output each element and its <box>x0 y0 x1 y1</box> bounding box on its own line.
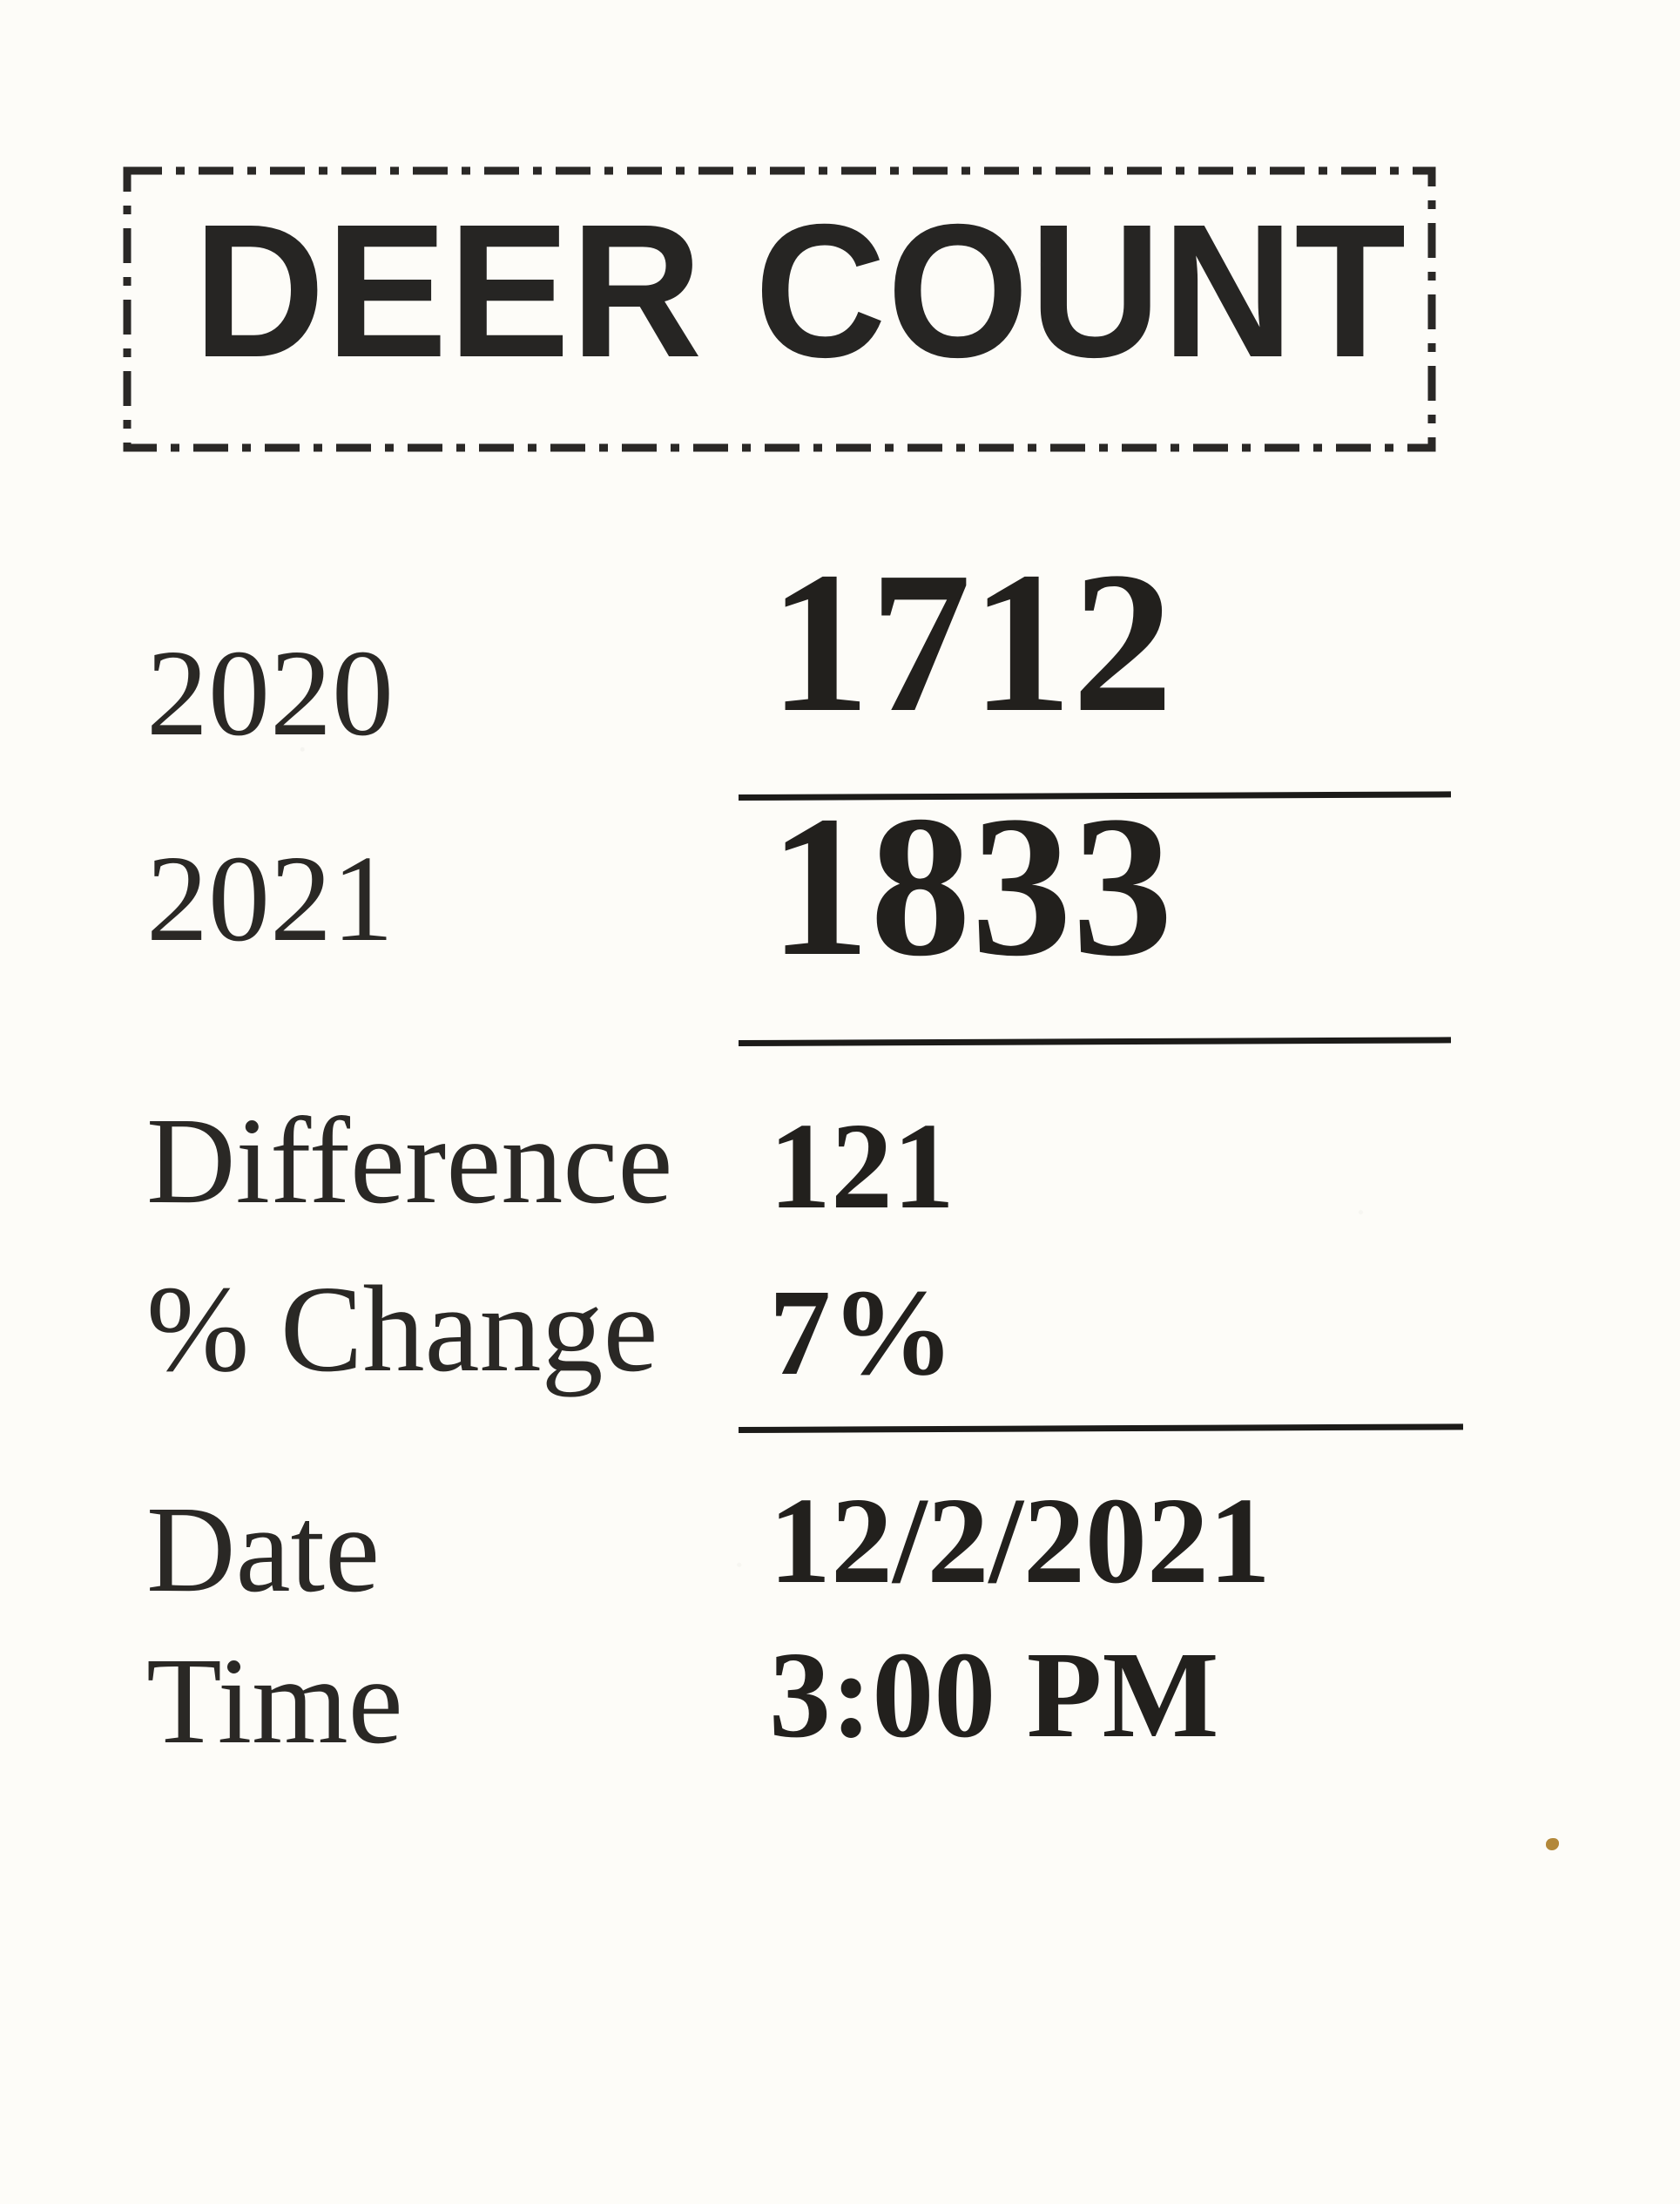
scan-speck <box>1546 1838 1559 1850</box>
year-2021-count: 1833 <box>769 774 1173 998</box>
pct-change-label: % Change <box>146 1260 658 1397</box>
date-label: Date <box>146 1480 381 1618</box>
underline-pct-change <box>738 1423 1464 1433</box>
pct-change-value: 7% <box>769 1263 955 1401</box>
difference-label: Difference <box>146 1092 673 1229</box>
title-box: DEER COUNT <box>122 166 1437 453</box>
dash-dot-border <box>123 166 1436 452</box>
date-value: 12/2/2021 <box>769 1471 1271 1609</box>
year-2021-label: 2021 <box>146 829 394 967</box>
difference-value: 121 <box>769 1097 955 1234</box>
time-value: 3:00 PM <box>769 1626 1219 1763</box>
time-label: Time <box>146 1632 403 1769</box>
year-2020-count: 1712 <box>769 531 1173 754</box>
page-title: DEER COUNT <box>193 186 1407 397</box>
underline-2021-count <box>738 1037 1452 1046</box>
year-2020-label: 2020 <box>146 624 394 761</box>
